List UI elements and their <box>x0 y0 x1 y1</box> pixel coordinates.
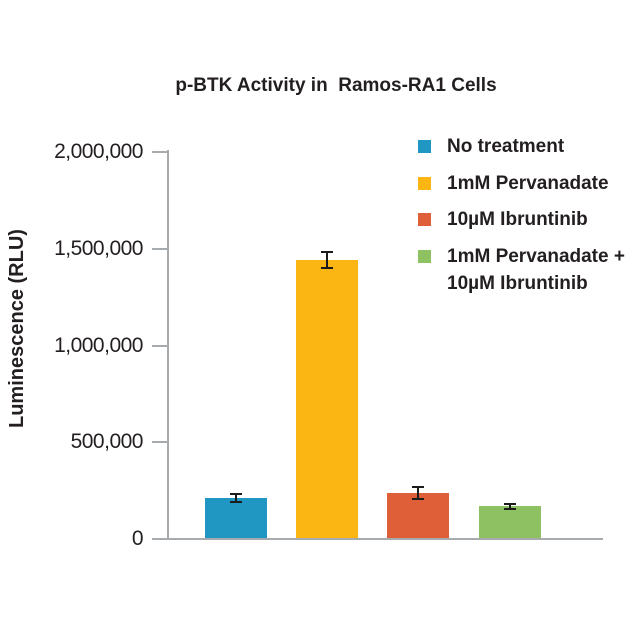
error-bar-cap-bottom <box>412 497 425 500</box>
y-tick-mark <box>152 151 169 153</box>
y-tick-label: 0 <box>131 527 144 550</box>
y-tick-label: 500,000 <box>70 430 144 454</box>
error-bar-cap-bottom <box>321 267 334 270</box>
legend-swatch-1mm-pervanadate-10-m-ibruntinib <box>418 250 431 263</box>
legend-label-1mm-pervanadate-10-m-ibruntinib: 1mM Pervanadate + 10µM Ibruntinib <box>447 246 625 294</box>
bar-1mm-pervanadate <box>296 260 359 538</box>
legend-swatch-no-treatment <box>418 140 431 153</box>
error-bar-cap-bottom <box>503 507 516 510</box>
error-bar-cap-top <box>412 486 425 489</box>
error-bar-line <box>417 487 420 499</box>
legend-label-10-m-ibruntinib: 10µM Ibruntinib <box>447 209 588 230</box>
error-bar-cap-bottom <box>230 500 242 503</box>
y-tick-label: 1,500,000 <box>54 236 143 260</box>
x-axis-line <box>152 538 603 540</box>
legend-swatch-1mm-pervanadate <box>418 177 431 190</box>
y-tick-mark <box>152 538 169 540</box>
bar-1mm-pervanadate-10-m-ibruntinib <box>478 506 541 538</box>
error-bar-cap-top <box>503 503 516 506</box>
legend-label-1mm-pervanadate: 1mM Pervanadate <box>447 173 609 194</box>
y-tick-label: 2,000,000 <box>54 140 143 163</box>
error-bar-line <box>508 504 511 509</box>
bar-10-m-ibruntinib <box>387 492 450 538</box>
y-tick-mark <box>152 247 169 250</box>
error-bar-cap-top <box>321 251 334 254</box>
error-bar-cap-top <box>230 493 242 496</box>
error-bar-line <box>326 252 329 269</box>
bar-no-treatment <box>205 497 267 538</box>
y-tick-mark <box>152 441 169 444</box>
chart-title: p-BTK Activity in Ramos-RA1 Cells <box>175 75 497 96</box>
legend-label-no-treatment: No treatment <box>447 136 565 157</box>
y-tick-mark <box>152 344 169 347</box>
error-bar-line <box>235 494 237 502</box>
y-tick-label: 1,000,000 <box>54 333 143 357</box>
legend-swatch-10-m-ibruntinib <box>418 213 431 226</box>
